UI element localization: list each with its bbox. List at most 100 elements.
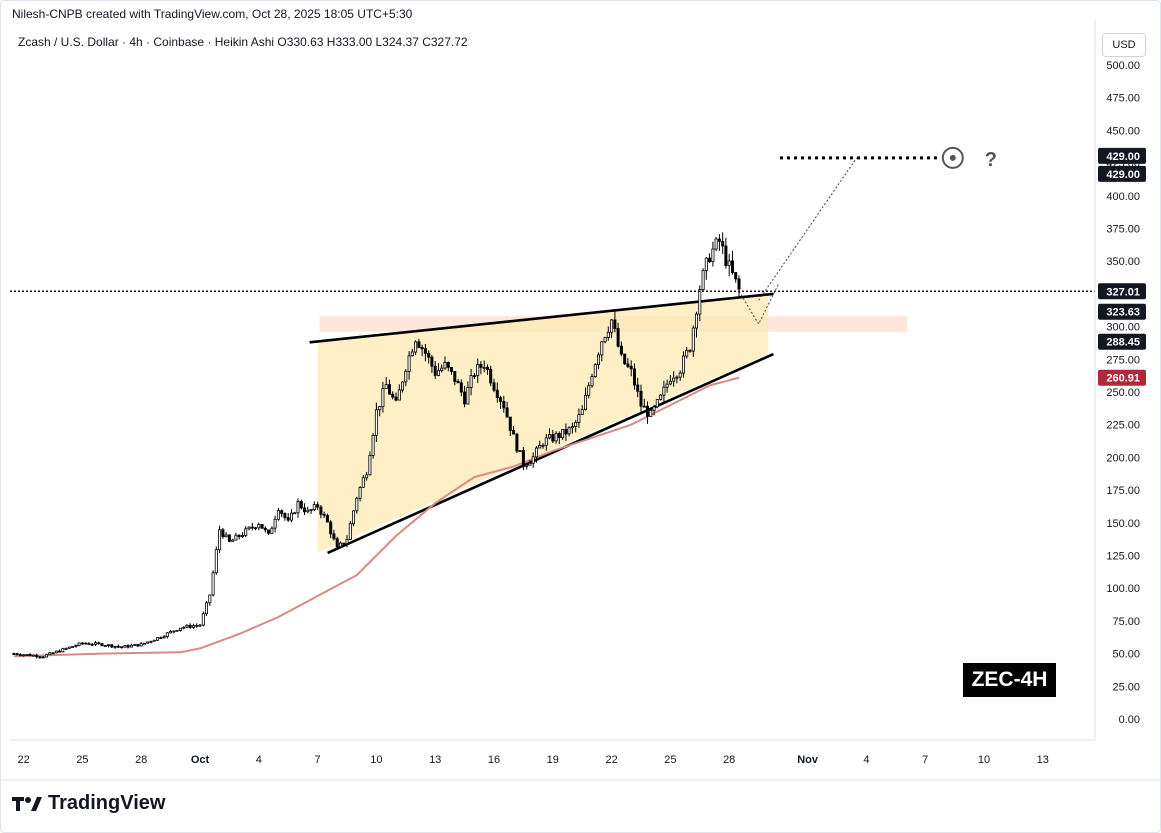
- candle: [361, 475, 365, 488]
- candle: [54, 650, 58, 654]
- candle: [110, 644, 114, 649]
- candle-body: [120, 646, 124, 649]
- candle-body: [580, 409, 584, 416]
- price-label-text: 288.45: [1106, 337, 1140, 349]
- x-tick-label: 10: [978, 754, 990, 766]
- price-label: 288.45: [1098, 333, 1146, 350]
- candle-body: [691, 327, 695, 352]
- x-tick-label: 7: [315, 754, 321, 766]
- candle: [636, 377, 640, 398]
- target-icon-center: [949, 154, 956, 161]
- candle: [414, 340, 418, 356]
- candle: [721, 232, 725, 254]
- candle: [727, 253, 731, 277]
- candle: [701, 268, 705, 292]
- x-tick-label: 4: [863, 754, 869, 766]
- candle: [253, 526, 257, 531]
- candle: [35, 653, 39, 659]
- y-tick-label: 275.00: [1106, 354, 1140, 366]
- candle: [531, 452, 535, 468]
- candle-body: [682, 355, 686, 374]
- candle: [139, 642, 143, 647]
- candle: [655, 398, 659, 409]
- candle: [38, 656, 42, 659]
- candle: [100, 643, 104, 647]
- candle-body: [240, 535, 244, 538]
- candle: [456, 378, 460, 384]
- price-label-text: 260.91: [1106, 373, 1140, 385]
- candle-body: [374, 409, 378, 436]
- candle-body: [711, 248, 715, 263]
- x-tick-label: 28: [135, 754, 147, 766]
- y-tick-label: 75.00: [1112, 616, 1140, 628]
- candle: [84, 642, 88, 645]
- candle: [12, 652, 16, 655]
- wedge-fill: [317, 293, 769, 553]
- x-tick-label: 13: [429, 754, 441, 766]
- candle-body: [218, 529, 222, 551]
- candle: [286, 513, 290, 522]
- candle: [557, 431, 561, 445]
- price-label-bg: [1098, 283, 1146, 300]
- x-tick-label: 28: [723, 754, 735, 766]
- candle-body: [263, 527, 267, 531]
- candle-body: [567, 427, 571, 435]
- candle: [521, 447, 525, 471]
- candle-body: [325, 515, 329, 523]
- candle-body: [535, 447, 539, 458]
- candle-body: [299, 501, 303, 509]
- candle-body: [182, 626, 186, 629]
- candle-body: [365, 474, 369, 479]
- candle-body: [525, 464, 529, 467]
- candle: [208, 594, 212, 606]
- candle-body: [570, 426, 574, 429]
- candle: [169, 630, 173, 634]
- candle: [172, 630, 176, 634]
- candle: [201, 611, 205, 627]
- candle: [574, 420, 578, 433]
- candle: [178, 627, 182, 632]
- candle-body: [557, 433, 561, 438]
- candle-body: [221, 529, 225, 538]
- candle-body: [234, 534, 238, 541]
- candle-body: [574, 421, 578, 427]
- candle-body: [577, 414, 581, 423]
- candle-body: [71, 646, 75, 648]
- candle: [512, 426, 516, 435]
- candle: [668, 375, 672, 386]
- price-label-text: 327.01: [1106, 286, 1140, 298]
- candle-body: [270, 527, 274, 534]
- y-tick-label: 500.00: [1106, 60, 1140, 72]
- candle-body: [208, 594, 212, 604]
- candle-body: [169, 631, 173, 634]
- candle: [646, 401, 650, 424]
- candle-body: [626, 363, 630, 367]
- x-tick-label: 13: [1037, 754, 1049, 766]
- y-axis: 0.00 25.00 50.00 75.00 100.00 125.00 150.00 175…: [1094, 20, 1140, 740]
- candle: [564, 423, 568, 441]
- candle-body: [355, 497, 359, 512]
- candle-body: [384, 384, 388, 389]
- candle-body: [286, 517, 290, 521]
- candle-body: [600, 341, 604, 356]
- candle-body: [22, 654, 26, 657]
- candle: [136, 644, 140, 647]
- candle: [381, 381, 385, 413]
- candle-body: [214, 549, 218, 574]
- candle: [319, 505, 323, 519]
- symbol-legend[interactable]: Zcash / U.S. Dollar · 4h · Coinbase · He…: [18, 35, 468, 49]
- candle-body: [77, 642, 81, 646]
- candle: [394, 392, 398, 402]
- candle: [682, 351, 686, 378]
- candle: [365, 471, 369, 481]
- tradingview-branding[interactable]: TradingView: [12, 792, 165, 815]
- candle: [548, 428, 552, 440]
- candle-body: [642, 405, 646, 408]
- candle-body: [31, 654, 35, 657]
- currency-button[interactable]: USD: [1102, 33, 1146, 57]
- candle: [734, 272, 738, 283]
- candle-body: [61, 648, 65, 653]
- candle-body: [35, 654, 39, 658]
- candle: [342, 542, 346, 546]
